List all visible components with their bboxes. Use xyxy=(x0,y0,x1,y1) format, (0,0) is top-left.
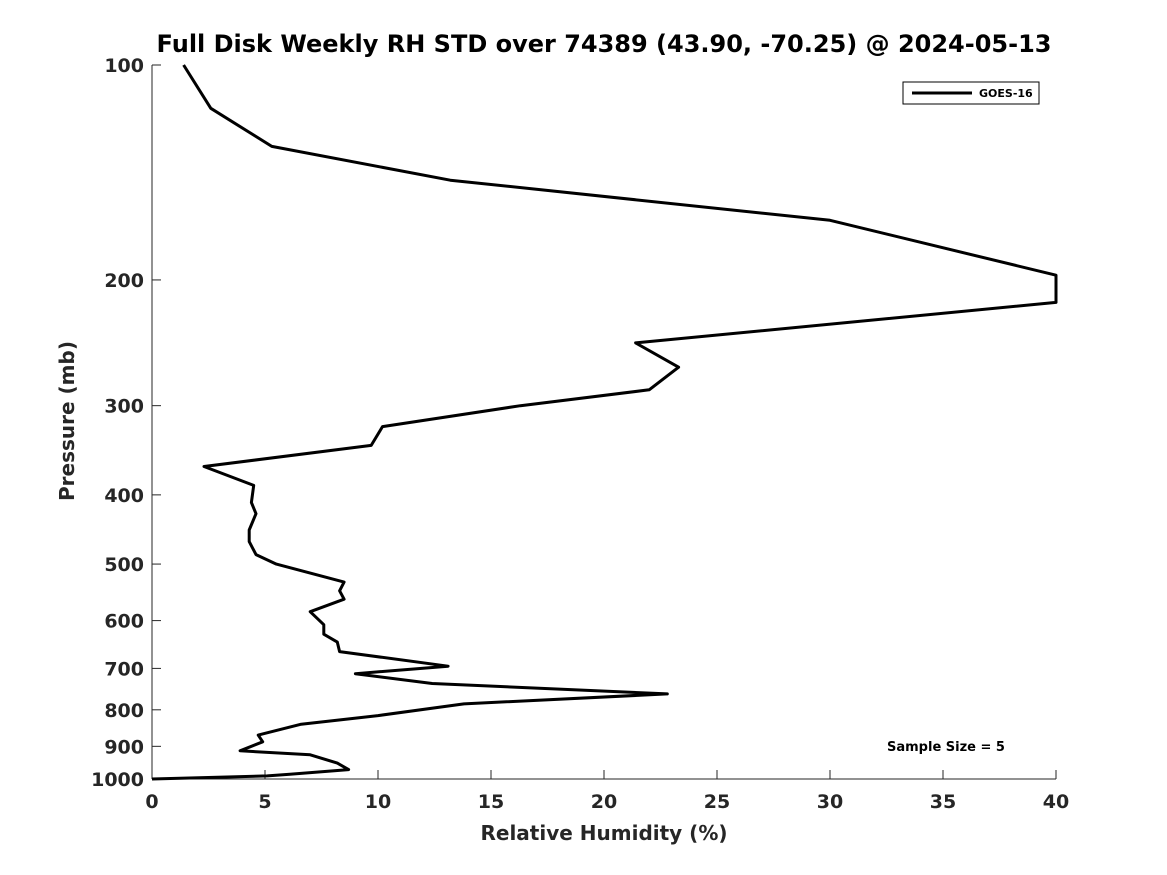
legend-label-goes-16: GOES-16 xyxy=(979,87,1033,100)
x-tick-label: 35 xyxy=(930,791,956,813)
x-tick-label: 30 xyxy=(817,791,843,813)
x-tick-label: 40 xyxy=(1043,791,1069,813)
y-tick-label: 900 xyxy=(104,736,144,758)
sample-size-annotation: Sample Size = 5 xyxy=(887,740,1005,755)
legend: GOES-16 xyxy=(902,81,1040,105)
chart-title: Full Disk Weekly RH STD over 74389 (43.9… xyxy=(157,30,1052,58)
x-tick-label: 20 xyxy=(591,791,617,813)
y-tick-label: 1000 xyxy=(91,769,144,791)
y-tick-label: 100 xyxy=(104,55,144,77)
x-tick-label: 10 xyxy=(365,791,391,813)
y-tick-label: 400 xyxy=(104,485,144,507)
y-axis-label: Pressure (mb) xyxy=(55,341,79,501)
plot-frame xyxy=(151,65,1056,780)
y-tick-label: 800 xyxy=(104,700,144,722)
y-tick-label: 700 xyxy=(104,658,144,680)
series-line-goes-16 xyxy=(151,64,1058,781)
x-tick-label: 15 xyxy=(478,791,504,813)
x-axis-ticks: 0 5 10 15 20 25 30 35 40 xyxy=(145,770,1069,813)
x-tick-label: 0 xyxy=(145,791,158,813)
x-tick-label: 25 xyxy=(704,791,730,813)
x-tick-label: 5 xyxy=(258,791,271,813)
y-tick-label: 300 xyxy=(104,396,144,418)
x-axis-label: Relative Humidity (%) xyxy=(480,821,727,845)
y-tick-label: 500 xyxy=(104,554,144,576)
y-tick-label: 600 xyxy=(104,611,144,633)
y-tick-label: 200 xyxy=(104,270,144,292)
y-axis-ticks: 100 200 300 400 500 600 700 800 900 1000 xyxy=(91,55,161,791)
